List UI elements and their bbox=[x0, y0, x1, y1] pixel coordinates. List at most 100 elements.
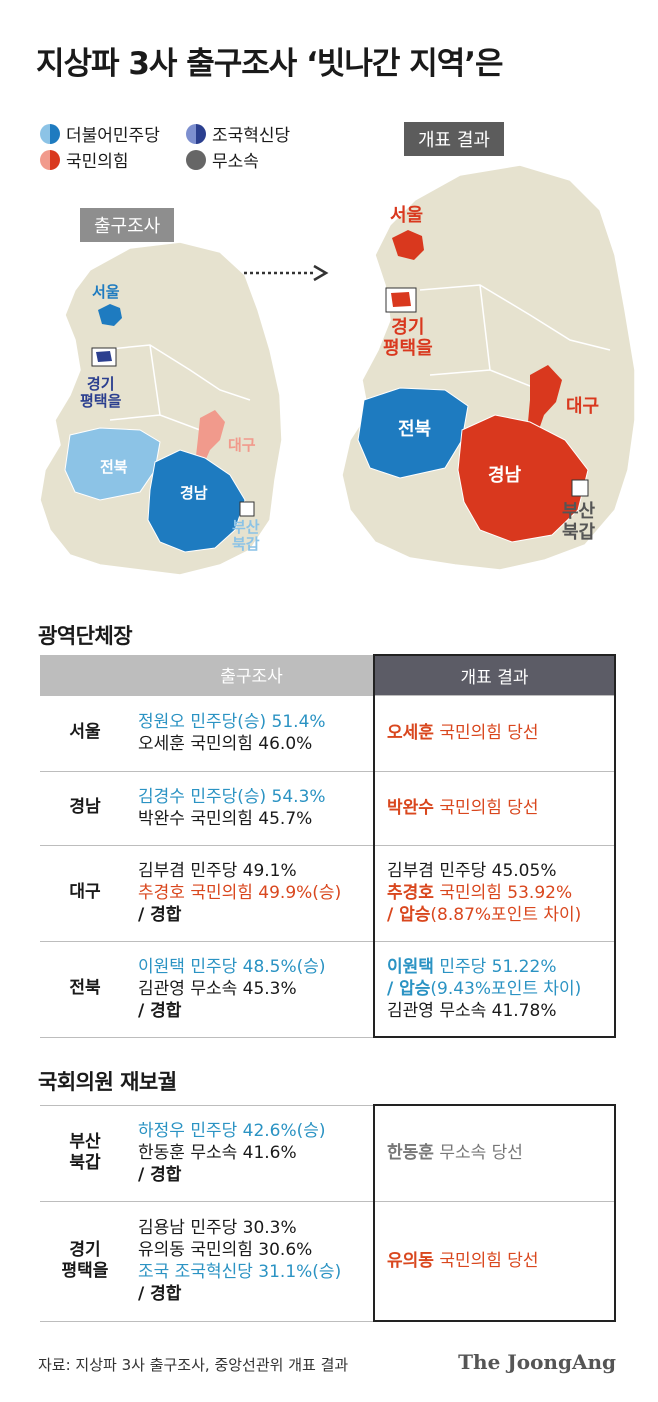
ind-swatch-icon bbox=[186, 149, 206, 170]
result-margin: (8.87%포인트 차이) bbox=[430, 905, 582, 926]
result-line: 김부겸 민주당 45.05% bbox=[387, 860, 557, 881]
region-cell: 전북 bbox=[40, 941, 130, 1038]
winner-name: 추경호 bbox=[387, 882, 434, 903]
table-row: 부산 북갑 하정우 민주당 42.6%(승) 한동훈 무소속 41.6% / 경… bbox=[40, 1104, 616, 1202]
section-byelection-title: 국회의원 재보궐 bbox=[38, 1070, 177, 1094]
result-label-jeonbuk: 전북 bbox=[398, 419, 432, 440]
result-label-daegu: 대구 bbox=[566, 396, 600, 417]
exit-line: 김부겸 민주당 49.1% bbox=[138, 860, 297, 881]
winner-name: 이원택 bbox=[387, 956, 434, 977]
publisher-logo: The JoongAng bbox=[458, 1350, 616, 1374]
result-text: 국민의힘 당선 bbox=[433, 1250, 539, 1271]
ppp-swatch-icon bbox=[40, 149, 60, 170]
exit-line: 김관영 무소속 45.3% bbox=[138, 978, 297, 999]
result-seoul-shape bbox=[392, 230, 424, 260]
region-cell: 부산 북갑 bbox=[40, 1105, 130, 1202]
result-cell: 유의동 국민의힘 당선 bbox=[373, 1201, 616, 1322]
result-line: 김관영 무소속 41.78% bbox=[387, 1000, 557, 1021]
winner-name: 한동훈 bbox=[387, 1143, 434, 1164]
region-line: 평택을 bbox=[61, 1261, 109, 1281]
result-gyeongnam-shape bbox=[457, 414, 589, 543]
exit-label-jeonbuk: 전북 bbox=[100, 458, 128, 476]
result-margin: (9.43%포인트 차이) bbox=[430, 978, 582, 999]
exit-status: / 경합 bbox=[138, 1284, 182, 1305]
winner-name: 유의동 bbox=[387, 1250, 434, 1271]
exit-line: 오세훈 국민의힘 46.0% bbox=[138, 734, 313, 754]
result-map-tag: 개표 결과 bbox=[404, 122, 504, 156]
legend-ppp-label: 국민의힘 bbox=[66, 152, 129, 172]
exit-poll-map bbox=[39, 241, 283, 576]
dem-swatch-icon bbox=[40, 123, 60, 144]
result-text: 국민의힘 당선 bbox=[433, 797, 539, 818]
exit-line: 이원택 민주당 48.5%(승) bbox=[138, 956, 326, 977]
table-row: 대구 김부겸 민주당 49.1% 추경호 국민의힘 49.9%(승) / 경합 … bbox=[40, 845, 616, 942]
result-line: 국민의힘 53.92% bbox=[433, 882, 573, 903]
result-jeonbuk-shape bbox=[357, 387, 469, 479]
exit-busan-shape bbox=[239, 501, 255, 517]
exit-status: / 경합 bbox=[138, 1165, 182, 1186]
result-cell: 박완수 국민의힘 당선 bbox=[373, 771, 616, 846]
exit-line: 유의동 국민의힘 30.6% bbox=[138, 1239, 313, 1260]
result-cell: 한동훈 무소속 당선 bbox=[373, 1104, 616, 1202]
header-blank bbox=[40, 655, 130, 696]
exit-daegu-shape bbox=[196, 410, 225, 468]
table-row: 전북 이원택 민주당 48.5%(승) 김관영 무소속 45.3% / 경합 이… bbox=[40, 941, 616, 1038]
exit-land-inner bbox=[99, 344, 251, 431]
header-result: 개표 결과 bbox=[373, 654, 616, 696]
legend-cho-label: 조국혁신당 bbox=[212, 126, 291, 146]
byelection-table: 부산 북갑 하정우 민주당 42.6%(승) 한동훈 무소속 41.6% / 경… bbox=[40, 1104, 616, 1322]
exit-cell: 김경수 민주당(승) 54.3% 박완수 국민의힘 45.7% bbox=[130, 771, 374, 846]
exit-gyeongnam-shape bbox=[147, 449, 246, 553]
region-cell: 경남 bbox=[40, 771, 130, 846]
exit-line: 정원오 민주당(승) 51.4% bbox=[138, 711, 326, 732]
table-row: 서울 정원오 민주당(승) 51.4% 오세훈 국민의힘 46.0% 오세훈 국… bbox=[40, 695, 616, 772]
exit-status: / 경합 bbox=[138, 1001, 182, 1022]
exit-cell: 하정우 민주당 42.6%(승) 한동훈 무소속 41.6% / 경합 bbox=[130, 1105, 374, 1202]
result-status: / 압승 bbox=[387, 978, 431, 999]
legend-dem-label: 더불어민주당 bbox=[66, 126, 160, 146]
exit-cell: 김용남 민주당 30.3% 유의동 국민의힘 30.6% 조국 조국혁신당 31… bbox=[130, 1201, 374, 1322]
legend-dem: 더불어민주당 bbox=[40, 121, 160, 146]
result-cell: 오세훈 국민의힘 당선 bbox=[373, 695, 616, 772]
result-label-gyeonggi: 경기 평택을 bbox=[383, 317, 433, 359]
region-cell: 경기 평택을 bbox=[40, 1201, 130, 1322]
legend-cho: 조국혁신당 bbox=[186, 121, 290, 146]
region-line: 경기 bbox=[69, 1239, 101, 1260]
exit-status: / 경합 bbox=[138, 905, 182, 926]
result-text: 무소속 당선 bbox=[433, 1143, 523, 1164]
exit-map-tag: 출구조사 bbox=[80, 208, 175, 242]
legend-ind-label: 무소속 bbox=[212, 152, 259, 172]
exit-label-gyeongnam: 경남 bbox=[180, 484, 208, 502]
page-title: 지상파 3사 출구조사 ‘빗나간 지역’은 bbox=[36, 46, 504, 82]
exit-seoul-shape bbox=[98, 304, 122, 326]
winner-name: 오세훈 bbox=[387, 722, 434, 743]
result-text: 국민의힘 당선 bbox=[433, 722, 539, 743]
exit-cell: 정원오 민주당(승) 51.4% 오세훈 국민의힘 46.0% bbox=[130, 695, 374, 772]
exit-line: 하정우 민주당 42.6%(승) bbox=[138, 1120, 326, 1141]
legend-ppp: 국민의힘 bbox=[40, 147, 129, 172]
result-line: 민주당 51.22% bbox=[433, 956, 557, 977]
result-busan-shape bbox=[571, 479, 589, 497]
cho-swatch-icon bbox=[186, 123, 206, 144]
result-cell: 김부겸 민주당 45.05% 추경호 국민의힘 53.92% / 압승(8.87… bbox=[373, 845, 616, 942]
region-cell: 서울 bbox=[40, 695, 130, 772]
legend-ind: 무소속 bbox=[186, 147, 259, 172]
table-header-row: 출구조사 개표 결과 bbox=[40, 654, 616, 696]
winner-name: 박완수 bbox=[387, 797, 434, 818]
region-line: 부산 bbox=[69, 1131, 101, 1152]
result-label-seoul: 서울 bbox=[390, 205, 424, 226]
result-cell: 이원택 민주당 51.22% / 압승(9.43%포인트 차이) 김관영 무소속… bbox=[373, 941, 616, 1038]
section-governors-title: 광역단체장 bbox=[38, 624, 133, 648]
exit-label-gyeonggi: 경기 평택을 bbox=[80, 375, 122, 411]
exit-line: 김경수 민주당(승) 54.3% bbox=[138, 786, 326, 807]
exit-line: 조국 조국혁신당 31.1%(승) bbox=[138, 1262, 342, 1282]
arrow-icon bbox=[244, 264, 329, 282]
exit-label-daegu: 대구 bbox=[228, 436, 256, 454]
exit-label-seoul: 서울 bbox=[92, 283, 120, 301]
exit-line: 국민의힘 49.9%(승) bbox=[184, 882, 342, 903]
region-line: 북갑 bbox=[69, 1153, 101, 1173]
region-cell: 대구 bbox=[40, 845, 130, 942]
result-daegu-shape bbox=[528, 365, 562, 438]
result-label-gyeongnam: 경남 bbox=[488, 465, 522, 486]
exit-name: 추경호 bbox=[138, 882, 185, 903]
